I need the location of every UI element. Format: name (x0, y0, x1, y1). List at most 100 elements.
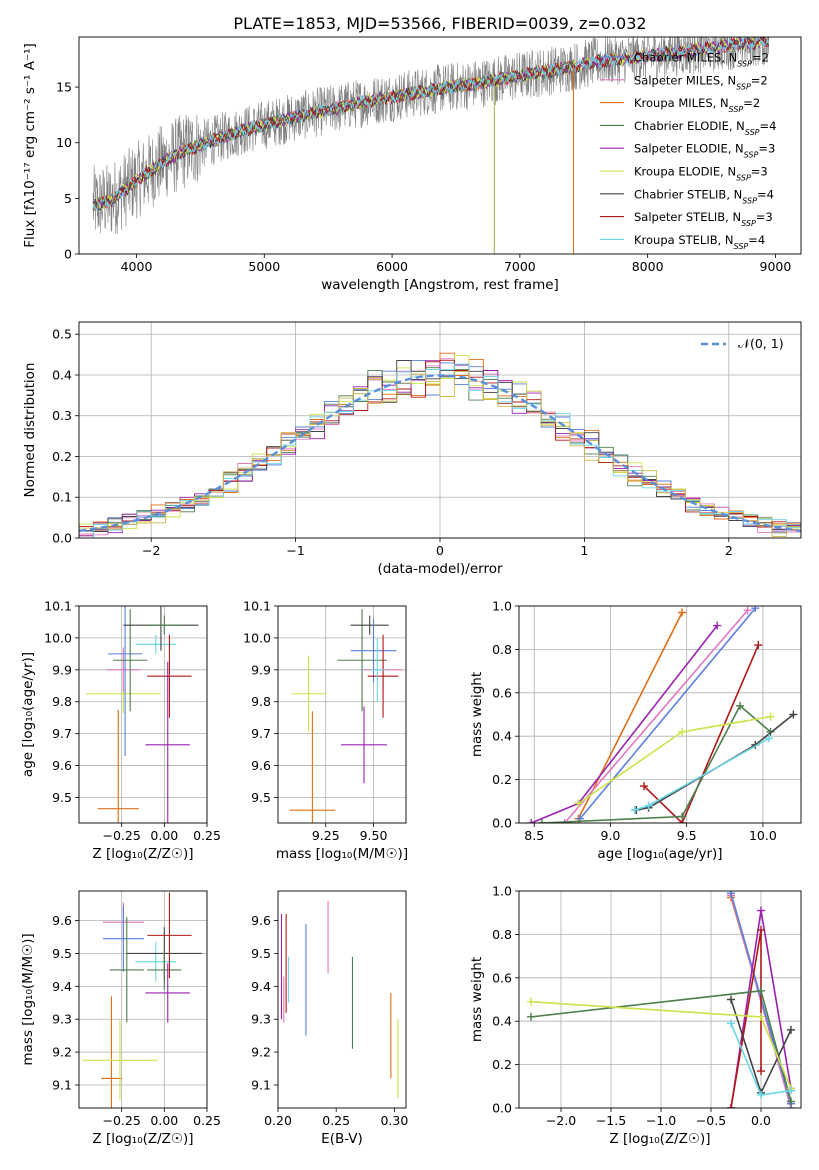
mass-weight-marker (560, 819, 569, 823)
plot-area (79, 352, 801, 538)
x-tick-label: 9.0 (601, 828, 621, 843)
x-tick-label: 0.20 (264, 1113, 292, 1128)
mass-weight-marker (757, 986, 765, 995)
y-tick-label: 9.4 (251, 979, 271, 994)
y-tick-label: 9.2 (251, 1045, 271, 1060)
x-tick-label: −2 (142, 543, 160, 558)
x-tick-label: 9.5 (677, 828, 697, 843)
axes-frame (78, 605, 208, 824)
x-axis-label: Z [log₁₀(Z/Z☉)] (92, 846, 193, 862)
mass-weight-line (530, 625, 718, 823)
plot-area (527, 891, 795, 1108)
x-tick-label: 2 (725, 543, 733, 558)
x-tick-label: −1.5 (596, 1113, 626, 1128)
y-tick-label: 9.5 (52, 790, 72, 805)
y-tick-label: 0.0 (492, 1101, 512, 1116)
y-tick-label: 15 (56, 80, 72, 95)
y-tick-label: 9.4 (52, 979, 72, 994)
y-tick-label: 10.1 (44, 599, 72, 614)
mass-weight-marker (754, 641, 763, 650)
mass-weight-marker (727, 891, 735, 898)
mass-weight-marker (678, 812, 687, 821)
plot-area (82, 892, 202, 1108)
axes-frame (518, 605, 802, 824)
x-axis-label: age [log₁₀(age/yr)] (597, 846, 722, 862)
x-tick-label: −0.5 (696, 1113, 726, 1128)
normal-reference-curve (79, 374, 801, 533)
x-tick-label: 9.25 (312, 828, 340, 843)
plot-area (527, 606, 798, 823)
mass-weight-marker (789, 710, 798, 719)
x-tick-label: 10.0 (749, 828, 777, 843)
y-tick-label: 0.4 (492, 729, 512, 744)
mass-weight-marker (630, 805, 639, 814)
y-tick-label: 5 (64, 191, 72, 206)
y-tick-label: 1.0 (492, 599, 512, 614)
x-tick-label: 0.25 (193, 1113, 221, 1128)
x-tick-label: −0.25 (103, 1113, 141, 1128)
x-tick-label: 8000 (632, 259, 664, 274)
legend-label: Chabrier STELIB, NSSP=4 (634, 187, 774, 205)
y-tick-label: 0.8 (492, 642, 512, 657)
x-axis-label: Z [log₁₀(Z/Z☉)] (92, 1131, 193, 1147)
x-axis-label: wavelength [Angstrom, rest frame] (321, 277, 559, 293)
y-tick-label: 0.2 (492, 1057, 512, 1072)
mass-weight-marker (751, 606, 760, 613)
x-tick-label: −0.25 (103, 828, 141, 843)
legend-label: Salpeter ELODIE, NSSP=3 (634, 142, 775, 160)
x-tick-label: 8.5 (524, 828, 544, 843)
residual-histogram (79, 359, 801, 531)
x-axis-label: Z [log₁₀(Z/Z☉)] (609, 1131, 710, 1147)
panel-mass_weight_vs_Z: −2.0 −1.5 −1.0 −0.5 0.0 0.0 0.2 0.4 0.6 0.8 1.0 Z [… (469, 884, 802, 1147)
plot-area (280, 900, 399, 1099)
legend-label: Kroupa ELODIE, NSSP=3 (634, 165, 768, 183)
mass-weight-line (577, 612, 683, 820)
x-tick-label: 5000 (248, 259, 280, 274)
axes-frame (518, 890, 802, 1109)
y-tick-label: 9.6 (251, 913, 271, 928)
model-spectrum-line (92, 60, 574, 212)
x-tick-label: 7000 (504, 259, 536, 274)
mass-weight-marker (678, 727, 687, 736)
x-tick-label: −1.0 (646, 1113, 676, 1128)
mass-weight-marker (766, 712, 775, 721)
y-tick-label: 9.7 (52, 726, 72, 741)
y-tick-label: 0.0 (492, 816, 512, 831)
x-axis-label: (data-model)/error (377, 561, 503, 577)
y-tick-label: 9.7 (251, 726, 271, 741)
y-tick-label: 0.3 (52, 408, 72, 423)
y-tick-label: 0.6 (492, 685, 512, 700)
panel-spectrum: 4000 5000 6000 7000 8000 9000 0 5 10 15 wavelength… (22, 36, 802, 293)
legend-label: Kroupa MILES, NSSP=2 (634, 96, 760, 114)
y-axis-label: age [log₁₀(age/yr)] (20, 652, 36, 777)
y-tick-label: 10.1 (243, 599, 271, 614)
plot-area (92, 37, 770, 254)
residual-histogram (79, 370, 801, 537)
x-tick-label: 4000 (121, 259, 153, 274)
legend-label: Chabrier MILES, NSSP=2 (634, 51, 769, 69)
mass-weight-marker (757, 926, 765, 935)
y-tick-label: 0.2 (492, 772, 512, 787)
legend-label: Chabrier ELODIE, NSSP=4 (634, 119, 776, 137)
x-tick-label: 0 (436, 543, 444, 558)
y-tick-label: 9.9 (52, 662, 72, 677)
y-tick-label: 9.3 (52, 1012, 72, 1027)
axes-frame (277, 605, 407, 824)
y-tick-label: 9.8 (251, 694, 271, 709)
mass-weight-marker (757, 1067, 765, 1076)
mass-weight-marker (537, 819, 546, 823)
y-tick-label: 10.0 (44, 630, 72, 645)
mass-weight-marker (787, 1086, 795, 1095)
figure-title: PLATE=1853, MJD=53566, FIBERID=0039, z=0… (233, 14, 646, 33)
mass-weight-line (579, 607, 756, 820)
x-tick-label: 0.00 (150, 828, 178, 843)
y-axis-label: mass weight (469, 672, 485, 757)
legend-label: Salpeter STELIB, NSSP=3 (634, 210, 773, 228)
mass-weight-marker (727, 1104, 735, 1108)
mass-weight-marker (757, 1090, 765, 1099)
y-tick-label: 9.5 (251, 946, 271, 961)
y-tick-label: 9.1 (251, 1077, 271, 1092)
x-tick-label: 0.25 (322, 1113, 350, 1128)
panel-age_vs_mass: 9.25 9.50 9.5 9.6 9.7 9.8 9.9 10.0 10.1 mass [log… (243, 599, 408, 863)
legend: Chabrier MILES, NSSP=2 Salpeter MILES, NS… (600, 51, 776, 250)
